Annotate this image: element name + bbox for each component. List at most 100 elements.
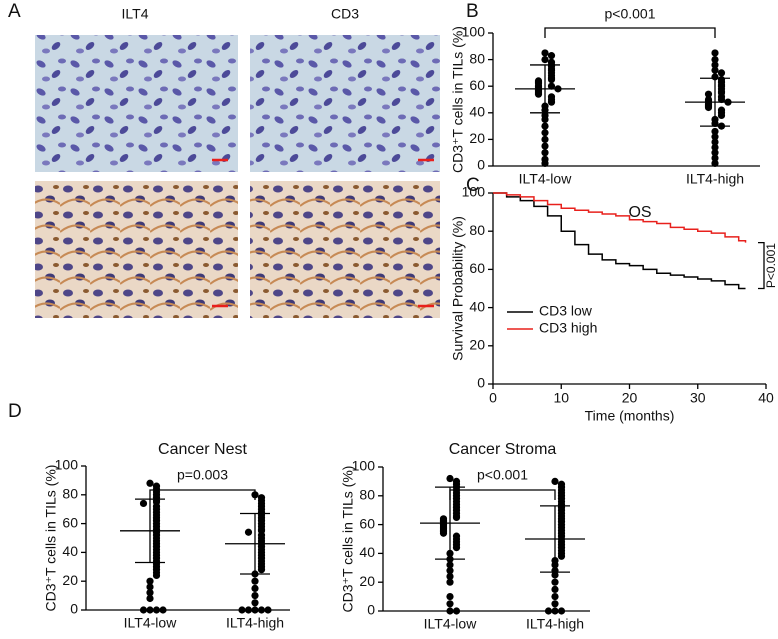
data-point — [704, 90, 713, 98]
micrograph — [35, 181, 238, 318]
data-point — [452, 513, 461, 522]
x-tick-label: 10 — [553, 390, 569, 406]
panel-label: B — [466, 1, 479, 22]
y-tick-label: 80 — [469, 50, 485, 66]
y-tick-label: 40 — [469, 104, 485, 120]
significance-bracket — [149, 489, 256, 500]
data-point — [551, 585, 559, 594]
data-point — [159, 606, 167, 614]
survival-curve — [493, 192, 746, 290]
data-point — [146, 583, 154, 591]
y-tick-label: 60 — [469, 77, 485, 93]
data-point — [551, 477, 559, 485]
data-point — [551, 607, 559, 615]
data-point — [711, 127, 719, 136]
legend-label: CD3 low — [539, 303, 593, 319]
y-tick-label: 20 — [469, 130, 485, 146]
data-point — [251, 599, 259, 607]
data-point — [551, 578, 559, 586]
data-point — [446, 572, 454, 581]
data-point — [244, 606, 253, 614]
y-axis-label: CD3⁺T cells in TILs (%) — [43, 465, 59, 612]
y-tick-label: 100 — [462, 184, 486, 200]
data-point — [547, 82, 556, 90]
data-point — [557, 607, 566, 615]
data-point — [711, 143, 719, 151]
data-point — [439, 529, 448, 537]
data-point — [257, 606, 266, 614]
data-point — [544, 607, 553, 615]
error-bar — [135, 498, 165, 564]
y-tick-label: 0 — [70, 601, 78, 617]
data-point — [446, 600, 454, 608]
data-point — [541, 159, 549, 167]
data-point — [711, 56, 719, 64]
data-point — [541, 115, 549, 124]
scale-bars — [212, 158, 434, 308]
panel-label: A — [8, 1, 21, 22]
data-point — [711, 61, 719, 69]
data-point — [711, 159, 719, 167]
data-point — [541, 149, 549, 157]
x-tick-label: 20 — [622, 390, 638, 406]
data-point — [251, 592, 259, 600]
y-tick-label: 40 — [359, 544, 375, 560]
y-tick-label: 80 — [62, 486, 78, 502]
annotation: p<0.001 — [605, 6, 656, 22]
x-tick-label: ILT4-low — [124, 615, 178, 631]
y-tick-label: 100 — [462, 24, 486, 40]
y-tick-label: 100 — [55, 457, 79, 473]
panel-label: D — [8, 401, 22, 422]
data-point — [146, 589, 154, 597]
legend-label: CD3 high — [539, 320, 597, 336]
data-point — [551, 571, 559, 579]
data-point — [446, 578, 454, 586]
y-tick-label: 0 — [477, 157, 485, 173]
x-tick-label: ILT4-high — [686, 171, 744, 187]
data-point — [146, 606, 154, 614]
data-point — [541, 129, 549, 137]
x-tick-label: ILT4-high — [226, 615, 284, 631]
annotation: p=0.003 — [177, 467, 228, 483]
panel-label: C — [466, 175, 480, 196]
column-label: CD3 — [331, 6, 359, 22]
y-axis-label: CD3⁺T cells in TILs (%) — [340, 466, 356, 613]
data-point — [541, 49, 549, 57]
error-bar — [540, 505, 570, 573]
y-tick-label: 60 — [469, 260, 485, 276]
data-point — [238, 606, 246, 614]
data-point — [547, 75, 556, 84]
y-axis-label: Survival Probability (%) — [450, 216, 466, 361]
chart-title: Cancer Stroma — [449, 441, 557, 458]
data-point — [244, 528, 253, 536]
error-bar — [700, 77, 730, 127]
data-point — [251, 606, 259, 614]
data-point — [146, 577, 154, 585]
y-tick-label: 20 — [62, 572, 78, 588]
x-tick-label: ILT4-low — [519, 171, 573, 187]
data-point — [139, 606, 148, 614]
significance-bracket — [544, 27, 716, 38]
error-bar — [530, 64, 560, 114]
data-point — [446, 607, 454, 615]
data-point — [446, 561, 454, 569]
data-point — [452, 607, 461, 615]
y-tick-label: 80 — [359, 487, 375, 503]
micrograph — [250, 35, 440, 172]
x-axis-label: Time (months) — [585, 408, 675, 424]
error-bar — [240, 512, 270, 575]
survival-curve — [493, 192, 747, 243]
annotation: p<0.001 — [477, 467, 528, 483]
data-point — [541, 56, 549, 64]
data-point — [251, 577, 259, 585]
x-tick-label: 0 — [489, 390, 497, 406]
y-tick-label: 20 — [359, 573, 375, 589]
data-point — [152, 571, 161, 580]
data-point — [446, 593, 454, 601]
micrograph — [35, 35, 238, 172]
chart-title: Cancer Nest — [158, 441, 247, 458]
data-point — [547, 52, 556, 60]
data-point — [446, 474, 454, 483]
data-point — [711, 133, 719, 141]
